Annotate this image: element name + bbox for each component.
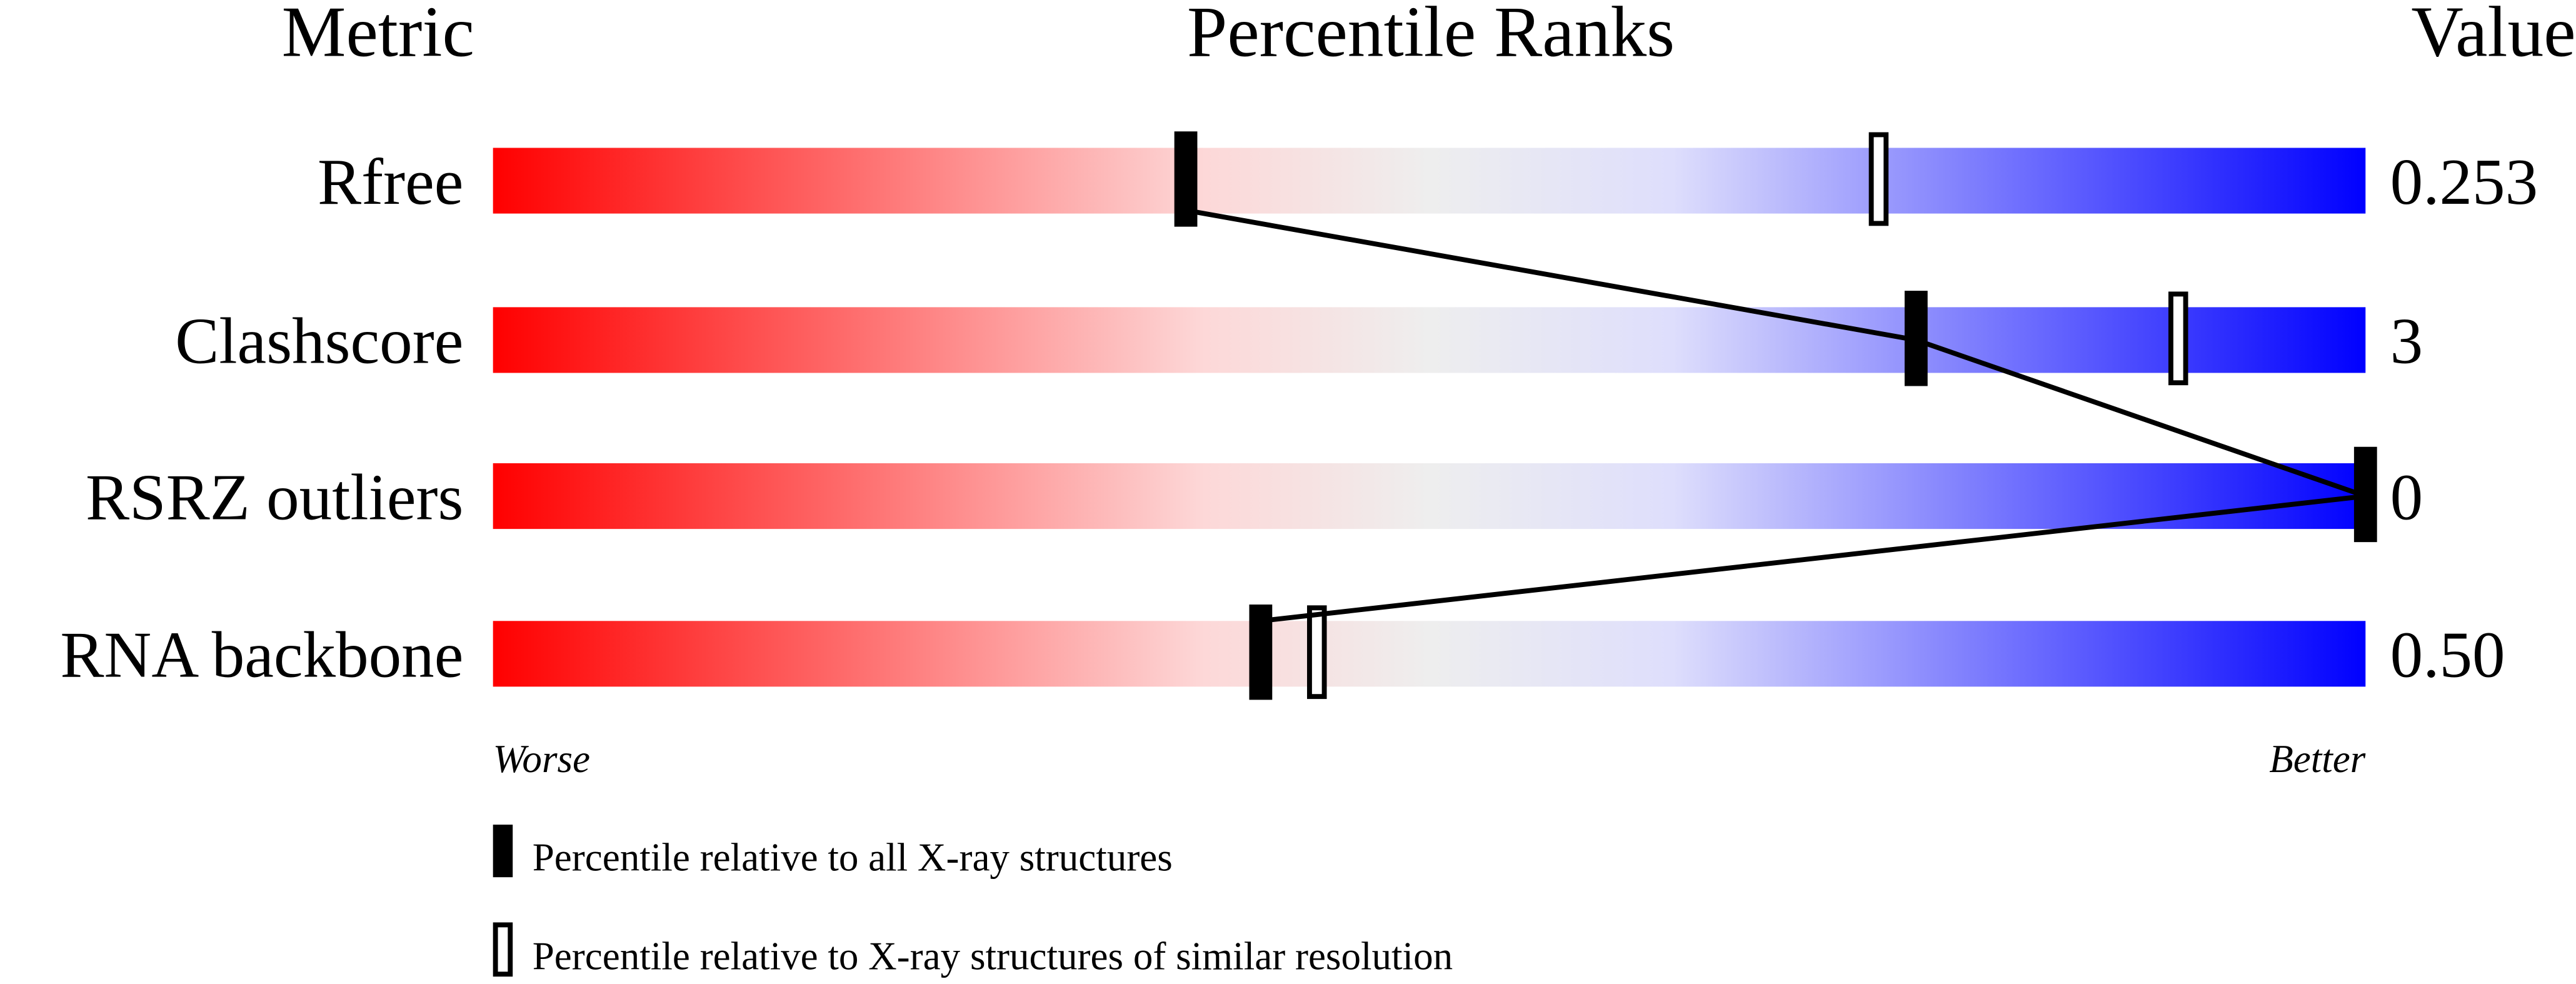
metric-label: Clashscore — [175, 304, 463, 378]
similar-resolution-marker — [2168, 291, 2188, 386]
similar-resolution-marker — [1868, 132, 1889, 226]
all-structures-marker — [1174, 131, 1198, 227]
legend-label-all: Percentile relative to all X-ray structu… — [533, 836, 1173, 880]
header-metric: Metric — [282, 0, 474, 72]
all-structures-marker — [1904, 291, 1928, 386]
percentile-bar — [493, 621, 2366, 687]
metric-value: 0.253 — [2390, 145, 2538, 218]
all-structures-marker — [2353, 446, 2377, 543]
metric-value: 0 — [2390, 460, 2423, 533]
legend-open-marker — [493, 922, 513, 977]
legend-filled-marker — [493, 825, 513, 878]
legend-label-similar: Percentile relative to X-ray structures … — [533, 934, 1453, 978]
metric-value: 0.50 — [2390, 618, 2505, 691]
metric-label: RSRZ outliers — [86, 460, 463, 533]
percentile-bar — [493, 463, 2366, 530]
metric-value: 3 — [2390, 304, 2423, 378]
axis-label-worse: Worse — [493, 737, 590, 781]
metric-label: Rfree — [318, 145, 463, 218]
axis-label-better: Better — [2269, 737, 2366, 781]
metric-label: RNA backbone — [60, 618, 463, 691]
similar-resolution-marker — [1306, 605, 1327, 700]
percentile-bar — [493, 307, 2366, 373]
percentile-bar — [493, 148, 2366, 214]
all-structures-marker — [1249, 604, 1273, 700]
header-percentile-ranks: Percentile Ranks — [1187, 0, 1675, 72]
header-value: Value — [2411, 0, 2575, 72]
connector-line — [1185, 208, 2367, 624]
